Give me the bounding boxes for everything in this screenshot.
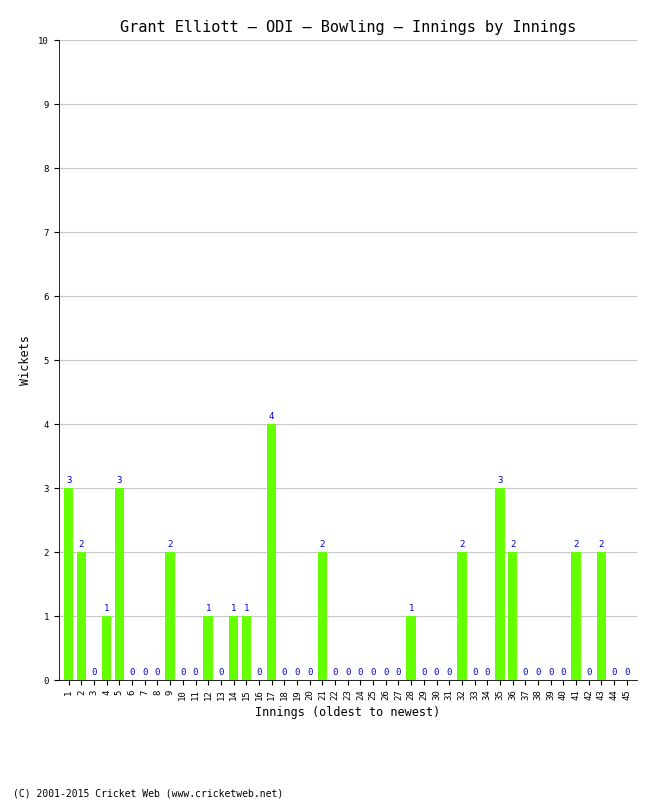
Text: 0: 0 xyxy=(485,669,490,678)
Text: 0: 0 xyxy=(370,669,376,678)
Bar xyxy=(77,552,86,680)
Bar xyxy=(406,616,416,680)
Bar xyxy=(242,616,251,680)
Text: 2: 2 xyxy=(320,541,325,550)
Text: 2: 2 xyxy=(168,541,173,550)
Bar xyxy=(64,488,73,680)
Text: 3: 3 xyxy=(497,477,502,486)
Text: 0: 0 xyxy=(180,669,185,678)
Text: 0: 0 xyxy=(612,669,617,678)
Text: 0: 0 xyxy=(129,669,135,678)
Text: 0: 0 xyxy=(421,669,426,678)
Text: 0: 0 xyxy=(218,669,224,678)
Text: 0: 0 xyxy=(383,669,389,678)
Y-axis label: Wickets: Wickets xyxy=(20,335,32,385)
Text: 0: 0 xyxy=(193,669,198,678)
Text: 0: 0 xyxy=(345,669,350,678)
Text: 3: 3 xyxy=(66,477,72,486)
Text: 0: 0 xyxy=(358,669,363,678)
Bar xyxy=(457,552,467,680)
Bar xyxy=(597,552,606,680)
Text: 0: 0 xyxy=(92,669,97,678)
Bar xyxy=(229,616,239,680)
X-axis label: Innings (oldest to newest): Innings (oldest to newest) xyxy=(255,706,441,719)
Text: 0: 0 xyxy=(586,669,592,678)
Text: (C) 2001-2015 Cricket Web (www.cricketweb.net): (C) 2001-2015 Cricket Web (www.cricketwe… xyxy=(13,788,283,798)
Text: 2: 2 xyxy=(573,541,578,550)
Text: 0: 0 xyxy=(561,669,566,678)
Text: 0: 0 xyxy=(155,669,160,678)
Text: 0: 0 xyxy=(624,669,630,678)
Text: 0: 0 xyxy=(396,669,401,678)
Bar xyxy=(267,424,276,680)
Text: 0: 0 xyxy=(332,669,338,678)
Bar xyxy=(203,616,213,680)
Text: 0: 0 xyxy=(142,669,148,678)
Bar xyxy=(571,552,581,680)
Text: 0: 0 xyxy=(523,669,528,678)
Text: 2: 2 xyxy=(79,541,84,550)
Text: 3: 3 xyxy=(117,477,122,486)
Bar xyxy=(102,616,111,680)
Bar xyxy=(495,488,505,680)
Text: 1: 1 xyxy=(104,605,109,614)
Text: 0: 0 xyxy=(434,669,439,678)
Text: 0: 0 xyxy=(294,669,300,678)
Text: 0: 0 xyxy=(536,669,541,678)
Text: 2: 2 xyxy=(599,541,604,550)
Text: 1: 1 xyxy=(408,605,414,614)
Text: 1: 1 xyxy=(205,605,211,614)
Text: 0: 0 xyxy=(447,669,452,678)
Bar xyxy=(318,552,327,680)
Text: 2: 2 xyxy=(460,541,465,550)
Text: 0: 0 xyxy=(548,669,553,678)
Bar xyxy=(165,552,175,680)
Text: 1: 1 xyxy=(231,605,236,614)
Title: Grant Elliott – ODI – Bowling – Innings by Innings: Grant Elliott – ODI – Bowling – Innings … xyxy=(120,20,576,34)
Text: 4: 4 xyxy=(269,413,274,422)
Bar xyxy=(114,488,124,680)
Text: 0: 0 xyxy=(307,669,313,678)
Text: 2: 2 xyxy=(510,541,515,550)
Text: 0: 0 xyxy=(281,669,287,678)
Text: 1: 1 xyxy=(244,605,249,614)
Bar xyxy=(508,552,517,680)
Text: 0: 0 xyxy=(472,669,477,678)
Text: 0: 0 xyxy=(256,669,262,678)
